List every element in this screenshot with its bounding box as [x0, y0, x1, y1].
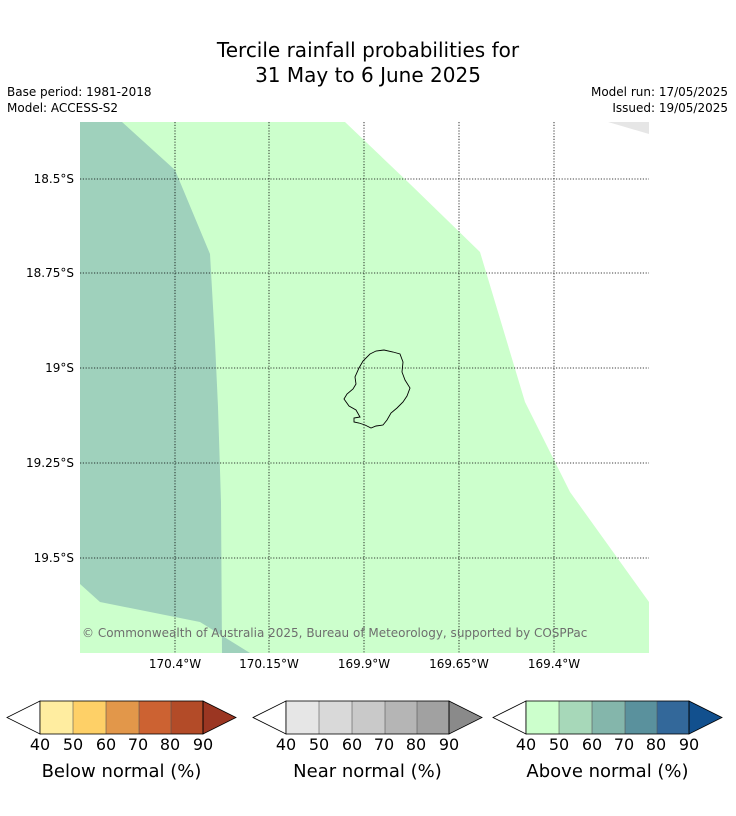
colorbar-above-segment — [592, 701, 625, 734]
lat-label: 18.5°S — [33, 172, 74, 186]
colorbar-near-tick: 70 — [373, 735, 395, 754]
model-text: Model: ACCESS-S2 — [7, 101, 119, 115]
map-title-line1: Tercile rainfall probabilities for — [216, 38, 520, 62]
colorbar-below-segment — [40, 701, 73, 734]
colorbar-below-over-arrow — [202, 700, 237, 735]
colorbar-below-label: Below normal (%) — [41, 761, 202, 782]
issued-text: Issued: 19/05/2025 — [612, 101, 728, 115]
colorbar-below-tick: 70 — [127, 735, 149, 754]
colorbar-near-label: Near normal (%) — [293, 761, 442, 782]
copyright-text: © Commonwealth of Australia 2025, Bureau… — [82, 626, 588, 640]
colorbar-below-tick: 50 — [62, 735, 84, 754]
colorbar-below-tick: 90 — [192, 735, 214, 754]
colorbar-below-tick: 40 — [29, 735, 51, 754]
colorbar-below-segment — [171, 701, 203, 734]
colorbar-near-normal — [252, 700, 483, 735]
colorbar-below-segment — [139, 701, 171, 734]
colorbar-near-tick: 50 — [308, 735, 330, 754]
colorbar-near-segment — [417, 701, 449, 734]
region-above-60 — [80, 122, 250, 653]
colorbar-near-segment — [319, 701, 352, 734]
colorbar-above-under-arrow — [492, 700, 527, 735]
lat-label: 19°S — [45, 361, 74, 375]
model-run-text: Model run: 17/05/2025 — [590, 85, 728, 99]
colorbar-above-tick: 70 — [613, 735, 635, 754]
colorbar-below-segment — [73, 701, 106, 734]
lon-label: 170.15°W — [239, 657, 299, 671]
region-above-50 — [80, 122, 649, 653]
lat-label: 19.25°S — [26, 456, 74, 470]
colorbar-near-segment — [286, 701, 319, 734]
lat-label: 19.5°S — [33, 551, 74, 565]
colorbar-near-tick: 40 — [275, 735, 297, 754]
colorbar-above-tick: 90 — [678, 735, 700, 754]
map-title-line2: 31 May to 6 June 2025 — [255, 63, 481, 87]
colorbar-above-segment — [625, 701, 657, 734]
colorbar-below-tick: 80 — [159, 735, 181, 754]
island-outline — [343, 349, 411, 429]
colorbar-above-tick: 40 — [515, 735, 537, 754]
map-title: Tercile rainfall probabilities for 31 Ma… — [0, 38, 736, 88]
meta-left: Base period: 1981-2018 Model: ACCESS-S2 — [7, 84, 152, 116]
lat-label: 18.75°S — [26, 266, 74, 280]
colorbar-near-segment — [352, 701, 385, 734]
colorbar-below-segment — [106, 701, 139, 734]
colorbar-below-under-arrow — [6, 700, 41, 735]
lon-label: 169.9°W — [337, 657, 391, 671]
colorbar-above-tick: 80 — [645, 735, 667, 754]
meta-right: Model run: 17/05/2025 Issued: 19/05/2025 — [591, 84, 728, 116]
lon-label: 169.65°W — [429, 657, 489, 671]
colorbar-near-tick: 90 — [438, 735, 460, 754]
colorbar-near-under-arrow — [252, 700, 287, 735]
colorbar-above-tick: 50 — [548, 735, 570, 754]
colorbar-near-over-arrow — [448, 700, 483, 735]
map-panel[interactable] — [80, 122, 649, 653]
colorbar-above-tick: 60 — [581, 735, 603, 754]
map-canvas — [80, 122, 649, 653]
colorbar-above-label: Above normal (%) — [526, 761, 689, 782]
lon-label: 169.4°W — [527, 657, 581, 671]
colorbar-above-segment — [559, 701, 592, 734]
colorbar-below-tick: 60 — [95, 735, 117, 754]
region-near-40 — [608, 122, 649, 134]
colorbar-above-normal — [492, 700, 723, 735]
graticule — [80, 122, 649, 653]
colorbar-below-normal — [6, 700, 237, 735]
colorbar-above-over-arrow — [688, 700, 723, 735]
colorbar-above-segment — [526, 701, 559, 734]
colorbar-near-tick: 60 — [341, 735, 363, 754]
colorbar-near-segment — [385, 701, 417, 734]
base-period-text: Base period: 1981-2018 — [7, 85, 152, 99]
lon-label: 170.4°W — [148, 657, 202, 671]
colorbar-near-tick: 80 — [405, 735, 427, 754]
colorbar-above-segment — [657, 701, 689, 734]
